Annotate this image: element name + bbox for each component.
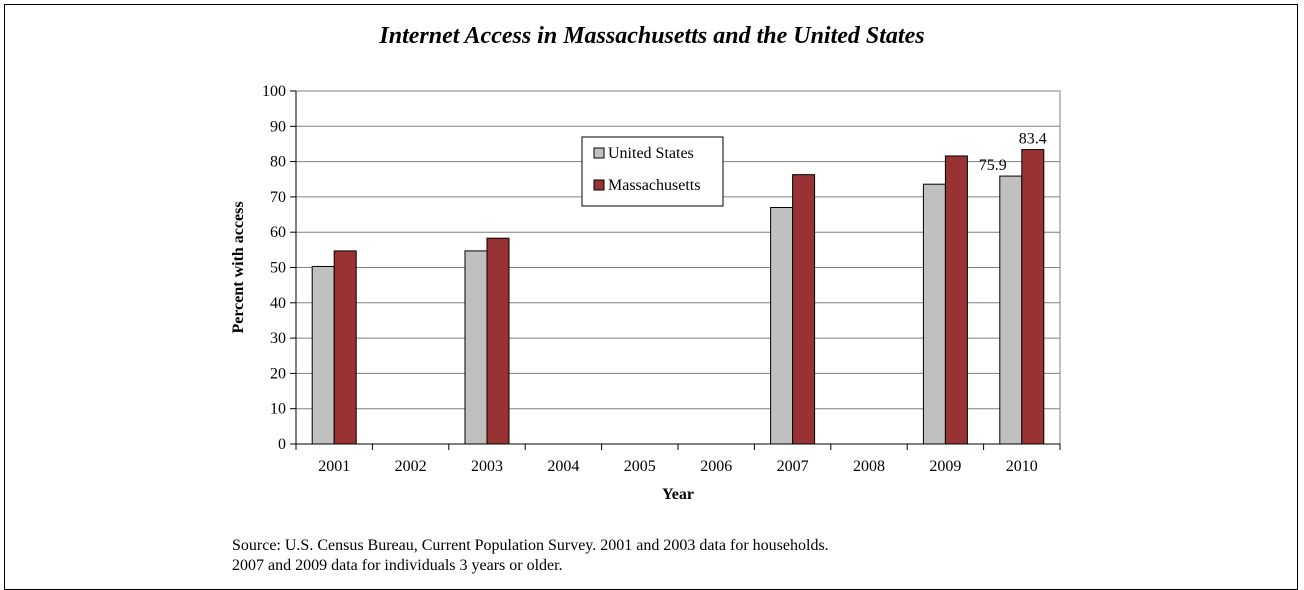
x-tick-label: 2007: [777, 458, 809, 475]
bar-united-states-2007: [770, 206, 794, 445]
bar-massachusetts-2010: [1021, 149, 1045, 445]
source-line-1: Source: U.S. Census Bureau, Current Popu…: [232, 537, 829, 554]
tick-labels: 0 10 20 30 40 50 60 70 80 90 100 2001 2002 2003 2004 20…: [262, 83, 1047, 475]
y-tick-label: 20: [270, 365, 286, 382]
y-tick-label: 10: [270, 401, 286, 418]
y-axis-title: Percent with access: [230, 201, 247, 333]
legend-label: United States: [608, 145, 694, 162]
bar-united-states-2003: [464, 250, 488, 445]
x-tick-label: 2008: [853, 458, 885, 475]
x-axis-title: Year: [662, 486, 694, 503]
bar-united-states-2001: [311, 265, 335, 445]
data-label: 75.9: [979, 157, 1007, 174]
y-tick-label: 100: [262, 83, 286, 100]
source-note: Source: U.S. Census Bureau, Current Popu…: [232, 536, 829, 576]
bar-massachusetts-2003: [486, 237, 510, 445]
legend: United States Massachusetts: [581, 136, 724, 207]
x-tick-label: 2005: [624, 458, 656, 475]
y-tick-label: 0: [278, 436, 286, 453]
y-tick-label: 30: [270, 330, 286, 347]
x-tick-label: 2009: [929, 458, 961, 475]
x-tick-label: 2003: [471, 458, 503, 475]
y-tick-label: 50: [270, 260, 286, 277]
source-line-2: 2007 and 2009 data for individuals 3 yea…: [232, 557, 563, 574]
bars: [311, 149, 1045, 445]
axes: [290, 90, 1061, 450]
legend-swatch: [593, 179, 605, 191]
bar-massachusetts-2009: [944, 155, 968, 445]
legend-swatch: [593, 147, 605, 159]
bar-massachusetts-2001: [333, 250, 357, 445]
x-tick-label: 2002: [395, 458, 427, 475]
y-tick-label: 80: [270, 154, 286, 171]
bar-massachusetts-2007: [792, 174, 816, 445]
y-tick-label: 90: [270, 118, 286, 135]
y-tick-label: 40: [270, 295, 286, 312]
legend-label: Massachusetts: [608, 177, 700, 194]
bar-united-states-2009: [922, 183, 946, 445]
y-tick-label: 70: [270, 189, 286, 206]
x-tick-label: 2010: [1006, 458, 1038, 475]
x-tick-label: 2001: [318, 458, 350, 475]
x-tick-label: 2006: [700, 458, 732, 475]
chart-title: Internet Access in Massachusetts and the…: [379, 23, 925, 49]
x-tick-label: 2004: [547, 458, 579, 475]
legend-box: [581, 136, 724, 207]
y-tick-label: 60: [270, 224, 286, 241]
data-label: 83.4: [1019, 131, 1047, 148]
bar-united-states-2010: [999, 175, 1023, 445]
